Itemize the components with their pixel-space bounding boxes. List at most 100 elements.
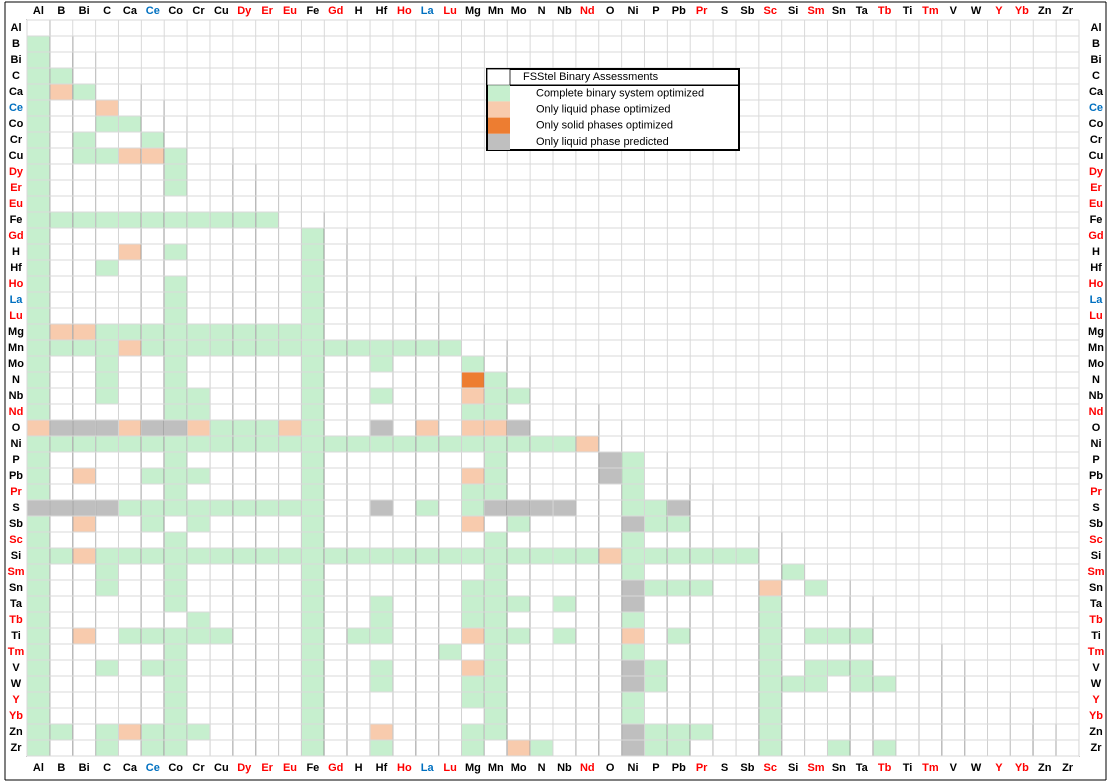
matrix-cell <box>209 307 234 325</box>
matrix-cell <box>689 691 714 709</box>
matrix-cell <box>163 579 188 597</box>
matrix-cell <box>849 595 874 613</box>
matrix-cell <box>49 211 74 229</box>
matrix-cell <box>72 563 97 581</box>
matrix-cell <box>49 643 74 661</box>
matrix-cell <box>529 419 554 437</box>
matrix-cell <box>49 307 74 325</box>
matrix-cell <box>827 707 851 725</box>
column-label-top: Mg <box>465 5 481 17</box>
matrix-cell <box>72 611 97 629</box>
matrix-cell <box>346 547 371 565</box>
matrix-cell <box>941 723 966 741</box>
matrix-cell <box>255 179 280 197</box>
matrix-cell <box>26 675 51 693</box>
row-label-left: W <box>11 678 22 690</box>
matrix-cell <box>712 675 737 693</box>
matrix-cell <box>529 707 554 725</box>
matrix-cell <box>26 595 51 613</box>
matrix-cell <box>209 483 234 501</box>
matrix-cell <box>735 643 760 661</box>
matrix-cell <box>758 531 783 549</box>
matrix-cell <box>461 579 485 597</box>
matrix-cell <box>644 499 668 517</box>
matrix-cell <box>781 659 806 677</box>
matrix-cell <box>278 675 302 693</box>
matrix-cell <box>278 227 302 245</box>
matrix-cell <box>72 83 97 101</box>
matrix-cell <box>323 435 348 453</box>
matrix-cell <box>278 467 302 485</box>
matrix-cell <box>209 627 234 645</box>
matrix-cell <box>758 547 783 565</box>
matrix-cell <box>140 739 165 757</box>
matrix-cell <box>232 675 257 693</box>
matrix-cell <box>209 259 234 277</box>
column-label-top: Yb <box>1015 5 1029 17</box>
matrix-cell <box>26 307 51 325</box>
matrix-cell <box>72 547 97 565</box>
matrix-cell <box>758 595 783 613</box>
matrix-cell <box>255 707 280 725</box>
matrix-cell <box>26 355 51 373</box>
matrix-cell <box>255 451 280 469</box>
matrix-cell <box>598 531 623 549</box>
matrix-cell <box>872 691 897 709</box>
matrix-cell <box>781 627 806 645</box>
matrix-cell <box>232 259 257 277</box>
matrix-cell <box>506 691 531 709</box>
matrix-cell <box>987 739 1011 757</box>
matrix-cell <box>575 547 600 565</box>
matrix-cell <box>369 595 394 613</box>
matrix-cell <box>552 691 577 709</box>
matrix-cell <box>461 515 485 533</box>
matrix-cell <box>712 659 737 677</box>
matrix-cell <box>827 739 851 757</box>
matrix-cell <box>781 691 806 709</box>
matrix-cell <box>529 451 554 469</box>
matrix-cell <box>118 195 142 213</box>
row-label-left: Er <box>10 182 22 194</box>
matrix-cell <box>758 563 783 581</box>
matrix-cell <box>666 563 691 581</box>
matrix-cell <box>346 355 371 373</box>
matrix-cell <box>644 467 668 485</box>
matrix-cell <box>72 131 97 149</box>
row-label-right: Pr <box>1090 486 1102 498</box>
column-label-top: Pr <box>696 5 708 17</box>
matrix-cell <box>918 723 943 741</box>
matrix-cell <box>232 355 257 373</box>
matrix-cell <box>49 275 74 293</box>
matrix-cell <box>186 179 211 197</box>
matrix-cell <box>598 515 623 533</box>
matrix-cell <box>529 371 554 389</box>
matrix-cell <box>72 419 97 437</box>
matrix-cell <box>712 595 737 613</box>
matrix-cell <box>95 179 119 197</box>
matrix-cell <box>392 643 417 661</box>
matrix-cell <box>209 355 234 373</box>
matrix-cell <box>735 723 760 741</box>
matrix-cell <box>300 467 325 485</box>
matrix-cell <box>118 163 142 181</box>
matrix-cell <box>415 691 440 709</box>
matrix-cell <box>300 691 325 709</box>
matrix-cell <box>392 483 417 501</box>
matrix-cell <box>552 643 577 661</box>
matrix-cell <box>118 451 142 469</box>
column-label-bottom: Ce <box>146 762 160 774</box>
matrix-cell <box>26 451 51 469</box>
matrix-cell <box>804 627 828 645</box>
matrix-cell <box>95 611 119 629</box>
matrix-cell <box>163 115 188 133</box>
matrix-cell <box>575 403 600 421</box>
row-label-right: Sc <box>1089 534 1102 546</box>
matrix-cell <box>26 131 51 149</box>
matrix-cell <box>300 371 325 389</box>
matrix-cell <box>95 147 119 165</box>
matrix-cell <box>232 179 257 197</box>
matrix-cell <box>506 563 531 581</box>
matrix-cell <box>209 371 234 389</box>
matrix-cell <box>49 35 74 53</box>
matrix-cell <box>552 531 577 549</box>
